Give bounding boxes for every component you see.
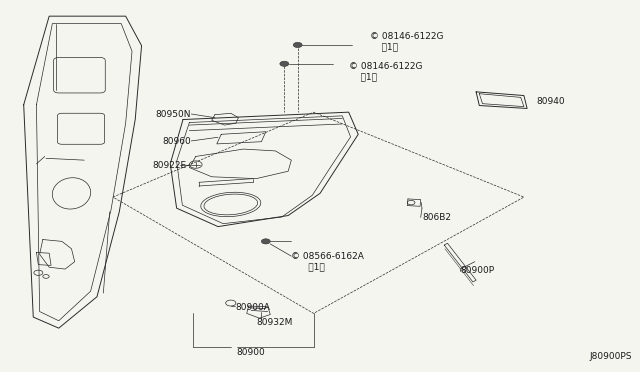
Text: © 08146-6122G
    （1）: © 08146-6122G （1） bbox=[370, 32, 444, 52]
Text: © 08146-6122G
    （1）: © 08146-6122G （1） bbox=[349, 62, 422, 81]
Circle shape bbox=[280, 61, 289, 66]
Text: 80932M: 80932M bbox=[256, 318, 292, 327]
Text: J80900PS: J80900PS bbox=[589, 352, 632, 361]
Circle shape bbox=[261, 239, 270, 244]
Text: 80922E-: 80922E- bbox=[152, 161, 189, 170]
Text: © 08566-6162A
      （1）: © 08566-6162A （1） bbox=[291, 252, 364, 272]
Text: 80960: 80960 bbox=[163, 137, 191, 146]
Text: 80940: 80940 bbox=[537, 97, 565, 106]
Circle shape bbox=[293, 42, 302, 48]
Text: 80950N: 80950N bbox=[156, 109, 191, 119]
Text: 80900: 80900 bbox=[236, 348, 264, 357]
Text: 80900A: 80900A bbox=[236, 303, 270, 312]
Text: 80900P: 80900P bbox=[460, 266, 494, 275]
Text: 806B2: 806B2 bbox=[422, 213, 451, 222]
